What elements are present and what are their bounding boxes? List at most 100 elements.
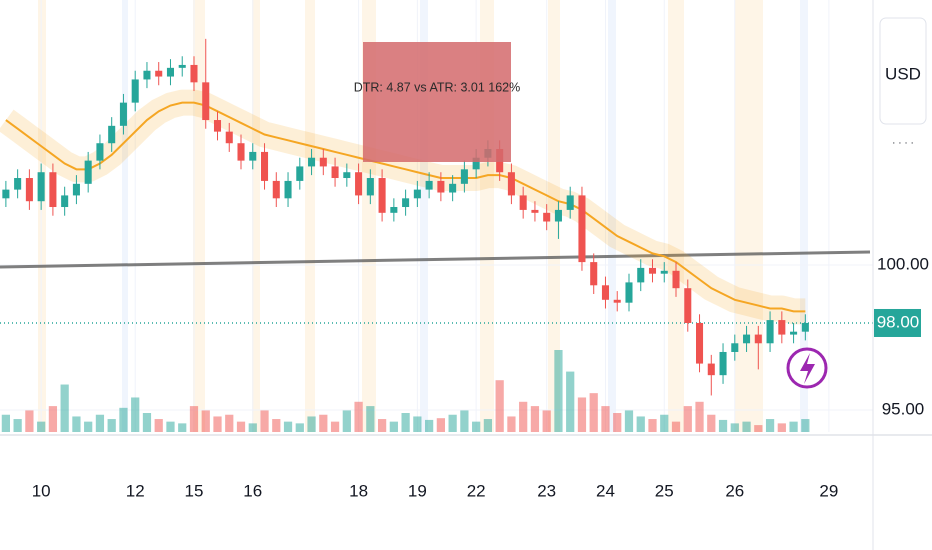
volume-bar	[131, 397, 140, 432]
volume-bar	[307, 416, 316, 432]
volume-bar	[72, 416, 81, 432]
candle-body	[37, 172, 45, 202]
volume-bar	[248, 423, 257, 432]
candle-body	[202, 82, 210, 121]
candle-body	[660, 270, 668, 274]
volume-bar	[483, 419, 493, 432]
x-tick-label: 25	[655, 481, 674, 500]
candle-body	[754, 334, 762, 344]
volume-bar	[425, 419, 434, 432]
volume-bar	[283, 421, 293, 432]
volume-bar	[213, 416, 222, 432]
candle-body	[766, 320, 774, 344]
volume-bar	[354, 401, 363, 432]
candle-body	[578, 195, 586, 263]
volume-bar	[436, 418, 445, 432]
x-tick-label: 18	[349, 481, 368, 500]
candle-body	[390, 207, 398, 213]
last-price-label: 98.00	[877, 312, 920, 331]
volume-bar	[601, 406, 610, 432]
last-price-box	[874, 308, 921, 337]
candle-body	[790, 331, 798, 335]
volume-bar	[589, 393, 598, 432]
candle-body	[378, 178, 386, 213]
volume-bar	[613, 413, 622, 432]
y-tick-label: 95.00	[882, 399, 925, 418]
volume-bar	[119, 407, 128, 432]
candle-body	[131, 79, 139, 103]
candle-body	[319, 157, 327, 167]
candle-body	[190, 64, 198, 83]
candle-body	[108, 125, 116, 144]
volume-bar	[342, 410, 351, 432]
x-tick-label: 22	[467, 481, 486, 500]
volume-bar	[260, 410, 269, 432]
volume-bar	[272, 419, 281, 432]
volume-bar	[554, 350, 563, 432]
volume-bar	[166, 421, 175, 432]
candle-body	[213, 120, 222, 132]
candle-body	[143, 70, 151, 80]
volume-bar	[566, 371, 575, 432]
volume-bar	[295, 423, 304, 432]
volume-bar	[660, 414, 669, 432]
candle-body	[261, 151, 269, 181]
volume-bar	[13, 419, 22, 432]
candle-body	[801, 322, 809, 332]
candle-body	[14, 178, 22, 190]
candle-body	[554, 209, 562, 222]
volume-bar	[742, 421, 751, 432]
annotation-box	[363, 42, 511, 162]
candle-body	[49, 172, 57, 208]
candle-body	[543, 212, 551, 222]
candle-body	[743, 334, 751, 344]
alert-icon[interactable]	[786, 347, 828, 389]
candle-body	[225, 131, 233, 144]
volume-bar	[707, 414, 716, 432]
candle-body	[343, 172, 351, 179]
axis-dots: · · · ·	[892, 138, 914, 149]
volume-bar	[765, 419, 775, 432]
candle-body	[72, 183, 80, 196]
x-tick-label: 23	[537, 481, 556, 500]
volume-bar	[530, 406, 540, 432]
candle-body	[625, 282, 633, 303]
x-tick-label: 15	[185, 481, 204, 500]
ema-line	[5, 101, 806, 313]
candle-body	[648, 267, 657, 274]
volume-bar	[577, 397, 587, 432]
candle-body	[249, 151, 257, 161]
volume-bar	[389, 421, 398, 432]
candle-body	[696, 322, 704, 364]
candle-body	[449, 183, 457, 193]
volume-bar	[225, 414, 234, 432]
candle-body	[719, 351, 727, 376]
candle-body	[25, 178, 33, 202]
volume-bar	[730, 423, 739, 432]
candle-body	[355, 172, 363, 196]
volume-bar	[671, 421, 681, 432]
volume-bar	[472, 421, 481, 432]
volume-bar	[542, 410, 551, 432]
candle-body	[96, 143, 104, 161]
x-tick-label: 10	[32, 481, 51, 500]
volume-bar	[1, 414, 10, 432]
candle-body	[778, 320, 786, 335]
volume-bar	[683, 406, 692, 432]
currency-label: USD	[885, 64, 921, 83]
x-tick-label: 26	[725, 481, 744, 500]
volume-bar	[377, 419, 387, 432]
plot	[0, 0, 873, 432]
candle-body	[637, 267, 645, 283]
currency-button[interactable]	[879, 17, 927, 125]
volume-bar	[330, 421, 340, 432]
volume-bar	[154, 419, 163, 432]
candle-body	[308, 157, 316, 167]
volume-bar	[25, 410, 34, 432]
annotation-text: DTR: 4.87 vs ATR: 3.01 162%	[354, 80, 521, 94]
volume-bar	[84, 421, 93, 432]
candle-body	[566, 195, 574, 210]
volume-bar	[801, 419, 810, 432]
y-tick-label: 100.00	[877, 254, 929, 273]
